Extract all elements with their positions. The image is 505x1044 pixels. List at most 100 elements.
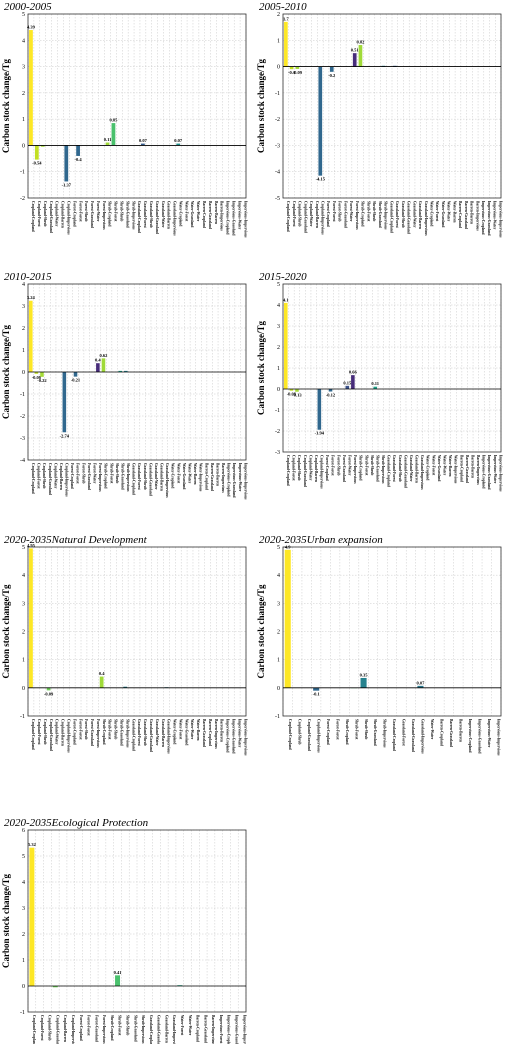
bar (96, 363, 100, 372)
x-tick-label: Water-Forest (176, 463, 180, 484)
x-tick-label: Forest-Forest (78, 201, 82, 222)
data-label: 0.07 (174, 138, 183, 143)
chart-title: 2005-2010 (259, 1, 307, 13)
y-tick-label: -1 (275, 91, 280, 97)
x-tick-label: Cropland-Forest (37, 463, 41, 489)
x-tick-label: Forest-Shrub (84, 201, 88, 222)
x-tick-label: Grassland-Impervious (173, 201, 177, 236)
y-axis-label: Carbon stock change/Tg (1, 584, 11, 679)
x-tick-label: Shrub-Impervious (384, 201, 388, 230)
x-tick-label: Barren-Barren (214, 201, 218, 224)
x-tick-label: Grassland-Barren (167, 201, 171, 229)
bar (141, 143, 145, 146)
data-label: 0.4 (95, 358, 101, 363)
x-tick-label: Cropland-Cropland (286, 455, 290, 486)
x-tick-label: Forest-Forest (335, 719, 339, 740)
x-tick-label: Forest-Grassland (90, 719, 94, 746)
x-tick-label: Grassland-Grassland (157, 1015, 161, 1044)
x-tick-label: Impervious-Forest (219, 1015, 223, 1044)
data-label: 0.4 (99, 671, 105, 676)
bar (46, 687, 51, 691)
x-tick-label: Barren-Impervious (476, 455, 480, 485)
x-tick-label: Forest-Grassland (87, 463, 91, 490)
x-tick-label: Water-Cropland (173, 719, 177, 744)
x-tick-label: Forest-Impervious (102, 201, 106, 230)
y-axis-label: Carbon stock change/Tg (256, 59, 266, 154)
x-tick-label: Cropland-Impervious (71, 1015, 75, 1044)
x-tick-label: Forest-Cropland (326, 719, 330, 745)
x-tick-label: Water-Barren (196, 719, 200, 741)
x-tick-label: Cropland-Grassland (49, 719, 53, 751)
y-tick-label: -3 (275, 450, 280, 456)
y-tick-label: 0 (22, 143, 25, 149)
x-tick-label: Forest-Water (92, 463, 96, 484)
x-tick-label: Cropland-Barren (61, 201, 65, 228)
x-tick-label: Water-Cropland (171, 463, 175, 488)
y-tick-label: 2 (277, 345, 280, 351)
x-tick-label: Impervious-Cropland (482, 455, 486, 488)
plot-frame (27, 829, 247, 1013)
bar (99, 676, 104, 688)
x-tick-label: Water-Grassland (190, 201, 194, 227)
bar (289, 389, 294, 391)
x-tick-label: Shrub-Shrub (372, 201, 376, 221)
x-tick-label: Shrub-Shrub (115, 463, 119, 483)
x-tick-label: Cropland-Water (55, 719, 59, 745)
x-tick-label: Cropland-Barren (59, 463, 63, 490)
data-label: -2.74 (60, 433, 70, 438)
x-tick-label: Forest-Grassland (90, 201, 94, 228)
bar (29, 30, 33, 146)
x-tick-label: Shrub-Grassland (120, 463, 124, 490)
bar (29, 847, 35, 986)
plot-frame (27, 13, 247, 199)
x-tick-label: Barren-Grassland (202, 719, 206, 747)
x-tick-label: Shrub-Grassland (375, 455, 379, 482)
x-tick-label: Barren-Barren (215, 463, 219, 486)
bar (352, 53, 357, 67)
bar (73, 372, 78, 377)
x-tick-label: Barren-Grassland (203, 1015, 207, 1043)
x-tick-label: Forest-Forest (78, 719, 82, 740)
x-tick-label: Forest-Shrub (338, 201, 342, 222)
x-tick-label: Water-Barren (448, 455, 452, 477)
y-tick-label: 5 (22, 12, 25, 18)
y-tick-label: 0 (22, 686, 25, 692)
data-label: 0.82 (357, 40, 366, 45)
x-tick-label: Water-Barren (452, 201, 456, 223)
x-tick-label: Water-Forest (184, 201, 188, 222)
y-tick-label: 2 (277, 630, 280, 636)
x-tick-label: Grassland-Cropland (132, 463, 136, 495)
x-tick-label: Grassland-Forest (392, 455, 396, 482)
x-tick-label: Barren-Grassland (465, 455, 469, 483)
y-tick-label: 1 (22, 117, 25, 123)
x-tick-label: Impervious-Cropland (227, 1015, 231, 1044)
x-tick-label: Grassland-Impervious (424, 201, 428, 236)
x-tick-label: Grassland-Grassland (411, 719, 415, 752)
x-tick-label: Cropland-Grassland (303, 201, 307, 233)
x-tick-label: Barren-Cropland (202, 201, 206, 228)
bar (289, 66, 294, 70)
data-label: -0.08 (32, 375, 42, 380)
x-tick-label: Impervious-Water (237, 201, 241, 230)
y-tick-label: -5 (275, 196, 280, 202)
bar (284, 302, 288, 389)
y-axis-label: Carbon stock change/Tg (1, 59, 11, 154)
x-tick-label: Cropland-Barren (61, 719, 65, 746)
x-tick-label: Impervious-Cropland (481, 201, 485, 234)
x-tick-label: Barren-Impervious (221, 463, 225, 493)
bar (111, 123, 116, 146)
x-tick-label: Cropland-Forest (37, 719, 41, 745)
x-tick-label: Grassland-Water (412, 201, 416, 228)
y-tick-label: 5 (277, 545, 280, 551)
x-tick-label: Barren-Barren (220, 719, 224, 742)
x-tick-label: Cropland-Barren (63, 1015, 67, 1042)
y-tick-label: -1 (20, 170, 25, 176)
x-tick-label: Grassland-Impervious (421, 719, 425, 754)
x-tick-label: Cropland-Shrub (43, 201, 47, 227)
x-tick-label: Shrub-Forest (366, 201, 370, 222)
x-tick-label: Barren-Grassland (449, 719, 453, 747)
data-label: 0.41 (114, 970, 123, 975)
data-label: 0.11 (104, 137, 112, 142)
data-label: 0.85 (109, 118, 118, 123)
